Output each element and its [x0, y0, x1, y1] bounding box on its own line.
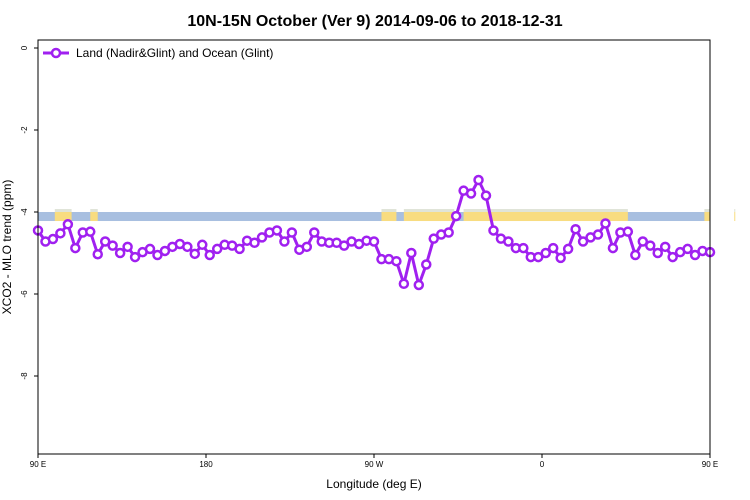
- x-tick-label: 90 E: [702, 460, 718, 469]
- data-point: [473, 174, 484, 186]
- data-point: [368, 236, 380, 247]
- data-point: [211, 243, 223, 255]
- ocean-band: [38, 212, 710, 222]
- land-tint-segment: [90, 209, 98, 212]
- legend-marker-swatch: [50, 47, 62, 59]
- data-point: [421, 259, 432, 270]
- y-tick-label: -4: [20, 208, 29, 216]
- data-point: [122, 241, 133, 253]
- data-point: [271, 225, 283, 236]
- data-point: [144, 243, 156, 255]
- data-point: [622, 226, 634, 237]
- x-tick-label: 90 E: [30, 460, 46, 469]
- land-ocean-band: [38, 209, 736, 222]
- series-layer: [32, 174, 716, 291]
- land-segment: [381, 212, 397, 222]
- land-tint-segment: [403, 209, 455, 212]
- data-point: [189, 248, 201, 260]
- data-point: [279, 236, 290, 247]
- land-segment: [463, 212, 628, 222]
- data-point: [689, 249, 701, 261]
- x-tick-label: 0: [540, 460, 545, 469]
- data-point: [600, 218, 611, 229]
- data-point: [159, 245, 171, 257]
- data-point: [338, 240, 350, 251]
- data-point: [152, 249, 163, 261]
- data-point: [114, 247, 126, 259]
- legend: Land (Nadir&Glint) and Ocean (Glint): [43, 46, 273, 60]
- data-point: [234, 243, 245, 255]
- y-axis-label: XCO2 - MLO trend (ppm): [0, 180, 14, 315]
- data-point: [682, 243, 693, 255]
- land-segment: [403, 212, 455, 222]
- data-point: [503, 236, 514, 247]
- data-point: [607, 242, 619, 254]
- data-point: [659, 241, 671, 253]
- data-point: [540, 247, 551, 259]
- data-point: [652, 247, 663, 259]
- data-point: [55, 228, 66, 239]
- y-tick-label: -2: [20, 126, 29, 134]
- land-segment: [704, 212, 710, 222]
- data-point: [533, 251, 544, 263]
- data-point: [256, 232, 268, 243]
- data-point: [518, 242, 529, 254]
- data-point: [249, 237, 260, 248]
- land-segment: [54, 212, 72, 222]
- data-point: [47, 233, 59, 245]
- land-tint-segment: [463, 209, 628, 212]
- land-tint-segment: [704, 209, 710, 212]
- data-point: [197, 239, 208, 251]
- data-point: [309, 227, 320, 238]
- x-tick-label: 90 W: [365, 460, 384, 469]
- data-point: [637, 236, 649, 247]
- data-point: [92, 248, 103, 260]
- data-point: [577, 236, 589, 247]
- data-point: [85, 226, 96, 237]
- data-point: [301, 241, 313, 253]
- data-point: [592, 229, 604, 240]
- x-axis: 90 E 180 90 W 0 90 E: [30, 454, 718, 469]
- data-point: [630, 249, 641, 261]
- data-point: [129, 251, 141, 263]
- legend-label: Land (Nadir&Glint) and Ocean (Glint): [76, 46, 273, 60]
- land-segment: [90, 212, 98, 222]
- data-point: [465, 188, 477, 199]
- data-point: [182, 241, 193, 253]
- land-tint-segment: [734, 209, 736, 212]
- land-tint-segment: [381, 209, 397, 212]
- series-line: [36, 178, 711, 287]
- data-point: [70, 242, 81, 254]
- land-tint-segment: [54, 209, 72, 212]
- data-point: [204, 249, 215, 261]
- data-point: [570, 223, 581, 235]
- data-point: [413, 279, 425, 291]
- data-point: [450, 210, 462, 222]
- data-point: [398, 278, 410, 289]
- data-point: [488, 225, 499, 236]
- data-point: [480, 190, 492, 201]
- land-segment: [734, 212, 736, 222]
- data-point: [562, 243, 574, 255]
- data-point: [645, 240, 656, 251]
- y-tick-label: -8: [20, 372, 29, 380]
- x-axis-label: Longitude (deg E): [326, 477, 421, 491]
- data-point: [286, 227, 298, 238]
- data-point: [555, 252, 566, 264]
- data-point: [99, 236, 111, 247]
- data-point: [406, 247, 417, 259]
- y-tick-label: -6: [20, 290, 29, 298]
- data-point: [443, 227, 454, 238]
- x-tick-label: 180: [199, 460, 213, 469]
- y-axis: 0 -2 -4 -6 -8: [20, 45, 38, 380]
- chart-title: 10N-15N October (Ver 9) 2014-09-06 to 20…: [187, 13, 562, 30]
- data-point: [428, 233, 439, 244]
- data-point: [62, 219, 74, 230]
- data-point: [547, 242, 559, 254]
- data-point: [391, 255, 402, 267]
- data-point: [107, 240, 118, 251]
- data-point: [667, 251, 678, 263]
- y-tick-label: 0: [20, 45, 29, 50]
